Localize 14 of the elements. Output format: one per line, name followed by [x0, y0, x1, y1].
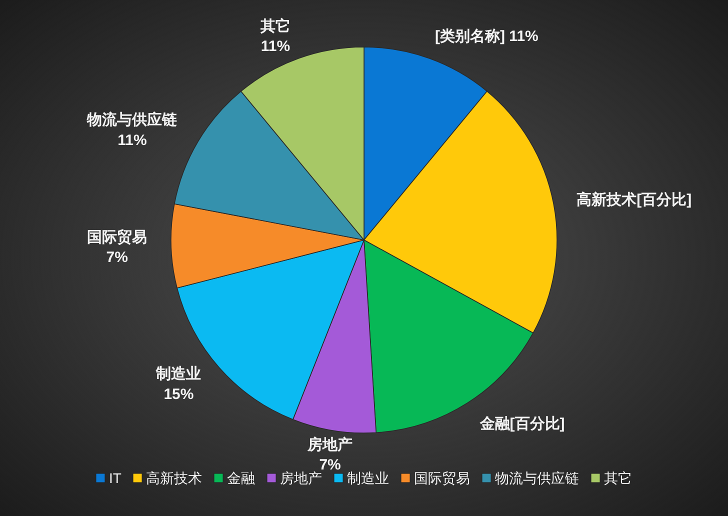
data-label: [类别名称] 11%	[435, 28, 538, 46]
legend-label: 物流与供应链	[495, 470, 580, 486]
legend-label: 国际贸易	[414, 470, 470, 486]
data-label: 金融[百分比]	[478, 415, 565, 432]
legend-label: 制造业	[347, 470, 390, 486]
data-label: 国际贸易 7%	[87, 228, 148, 266]
data-label: 高新技术[百分比]	[576, 190, 692, 209]
data-label: 其它 11%	[259, 16, 290, 56]
legend-label: 金融	[227, 470, 256, 486]
legend-label: 高新技术	[146, 470, 202, 486]
legend-label: 其它	[604, 470, 632, 486]
legend-label: IT	[108, 470, 122, 486]
data-label: 制造业 15%	[155, 366, 202, 403]
data-label: 物流与供应链 11%	[86, 110, 178, 149]
